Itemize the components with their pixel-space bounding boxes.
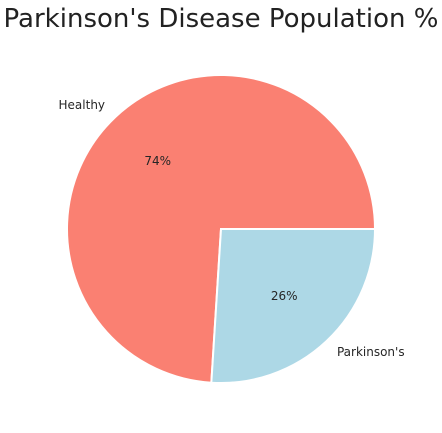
slice-label: Healthy — [59, 98, 106, 112]
slice-percent-label: 74% — [144, 154, 171, 168]
slice-label: Parkinson's — [337, 345, 405, 359]
pie-slice-parkinson-s — [210, 228, 377, 384]
slice-percent-label: 26% — [271, 289, 298, 303]
chart-title: Parkinson's Disease Population % — [3, 4, 439, 34]
